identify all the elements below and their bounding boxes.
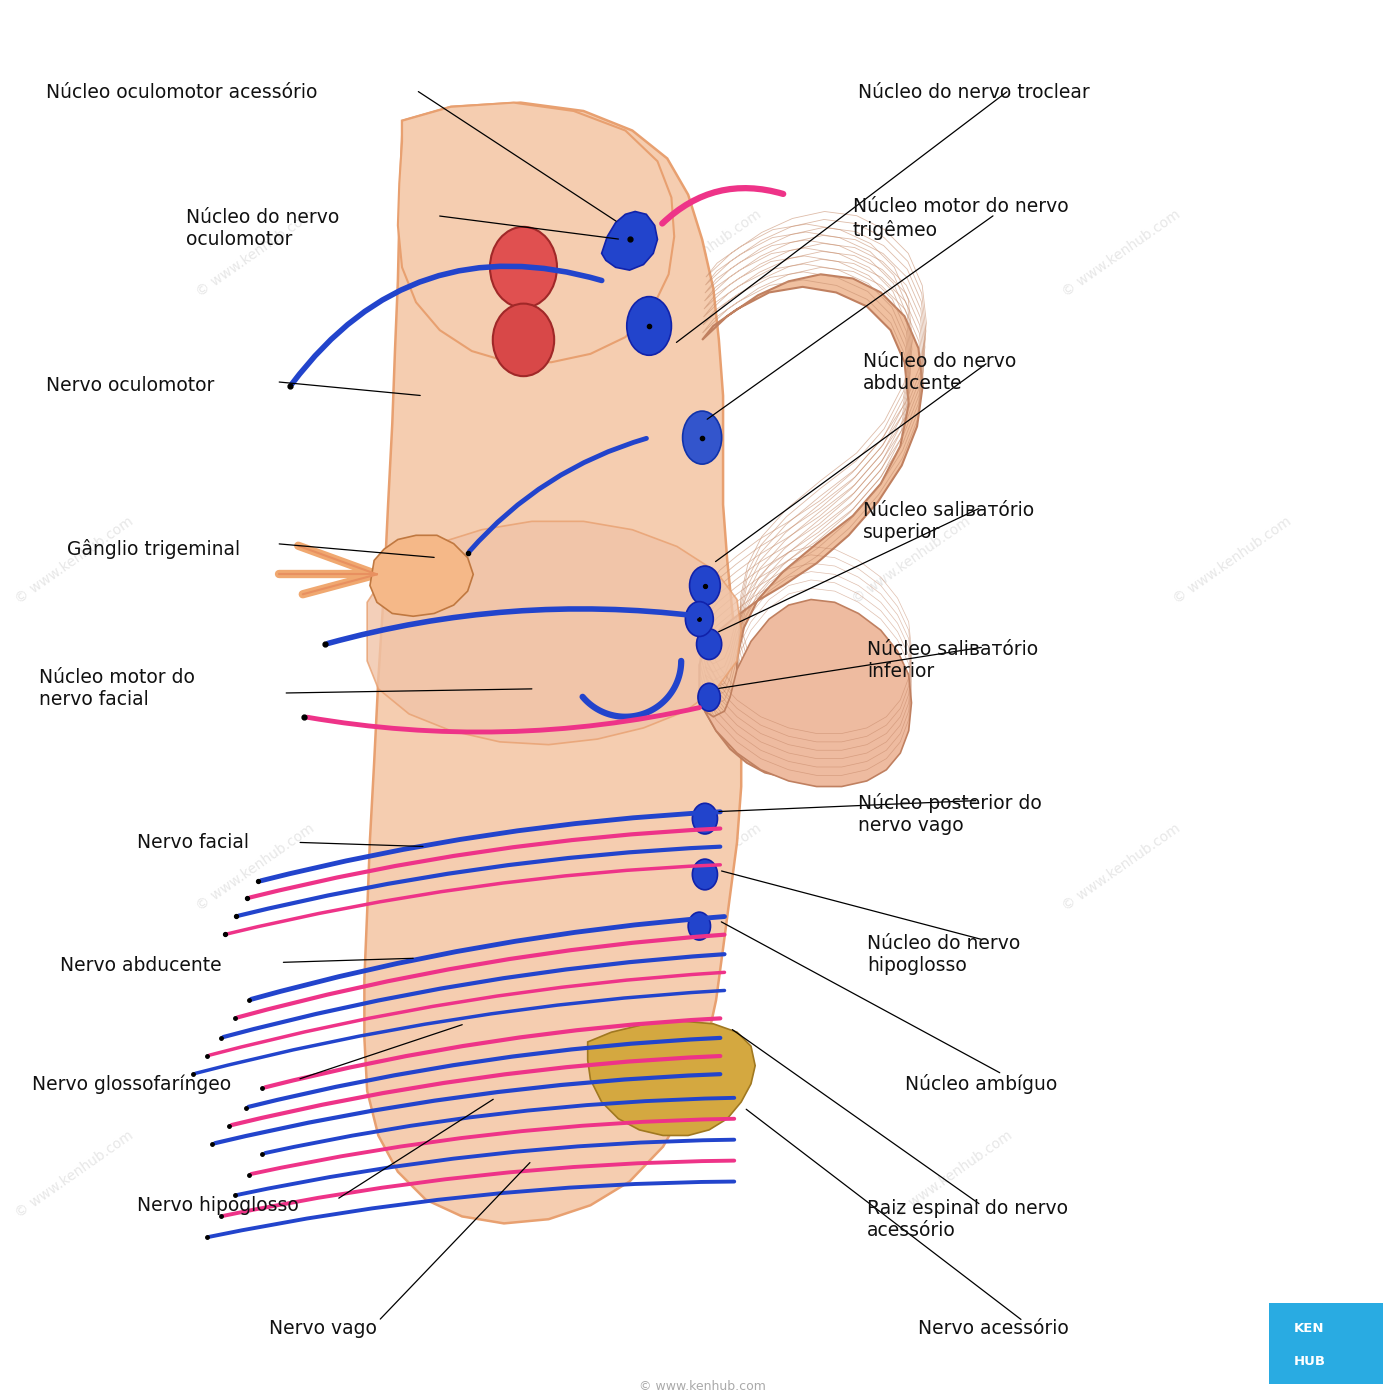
Text: © www.kenhub.com: © www.kenhub.com xyxy=(640,207,764,300)
Text: Núcleo do nervo
abducente: Núcleo do nervo abducente xyxy=(862,351,1016,392)
Polygon shape xyxy=(398,102,675,363)
Polygon shape xyxy=(588,1021,755,1135)
Text: © www.kenhub.com: © www.kenhub.com xyxy=(850,514,973,606)
Polygon shape xyxy=(364,102,741,1224)
Ellipse shape xyxy=(683,412,721,465)
Text: Núcleo posterior do
nervo vago: Núcleo posterior do nervo vago xyxy=(858,794,1042,836)
Text: Nervo vago: Nervo vago xyxy=(269,1319,378,1337)
Ellipse shape xyxy=(627,297,672,356)
Text: © www.kenhub.com: © www.kenhub.com xyxy=(638,1380,766,1393)
Text: Núcleo saliватório
superior: Núcleo saliватório superior xyxy=(862,501,1033,542)
Text: © www.kenhub.com: © www.kenhub.com xyxy=(193,822,318,914)
Ellipse shape xyxy=(493,304,554,377)
Text: Núcleo oculomotor acessório: Núcleo oculomotor acessório xyxy=(46,84,318,102)
Ellipse shape xyxy=(697,629,721,659)
Text: Raiz espinal do nervo
acessório: Raiz espinal do nervo acessório xyxy=(867,1198,1068,1240)
Text: © www.kenhub.com: © www.kenhub.com xyxy=(1060,822,1183,914)
Text: Núcleo ambíguo: Núcleo ambíguo xyxy=(904,1074,1057,1093)
Text: © www.kenhub.com: © www.kenhub.com xyxy=(13,514,136,606)
Text: © www.kenhub.com: © www.kenhub.com xyxy=(640,822,764,914)
Ellipse shape xyxy=(490,227,557,308)
Ellipse shape xyxy=(693,804,717,834)
Polygon shape xyxy=(602,211,658,270)
Text: Gânglio trigeminal: Gânglio trigeminal xyxy=(67,539,241,559)
Polygon shape xyxy=(706,599,911,787)
Text: Núcleo motor do
nervo facial: Núcleo motor do nervo facial xyxy=(39,668,195,710)
Ellipse shape xyxy=(699,683,720,711)
Text: Nervo abducente: Nervo abducente xyxy=(60,956,221,974)
Text: HUB: HUB xyxy=(1294,1355,1326,1368)
Ellipse shape xyxy=(689,913,711,939)
Ellipse shape xyxy=(686,602,713,637)
Text: Núcleo saliватório
inferior: Núcleo saliватório inferior xyxy=(867,640,1037,682)
Text: © www.kenhub.com: © www.kenhub.com xyxy=(193,207,318,300)
Text: Nervo hipoglosso: Nervo hipoglosso xyxy=(137,1196,298,1215)
Text: Nervo glossofaríngeo: Nervo glossofaríngeo xyxy=(32,1074,231,1093)
Text: Núcleo do nervo
hipoglosso: Núcleo do nervo hipoglosso xyxy=(867,934,1021,974)
Text: Núcleo motor do nervo
trigêmeo: Núcleo motor do nervo trigêmeo xyxy=(853,197,1068,239)
Ellipse shape xyxy=(693,860,717,890)
Polygon shape xyxy=(367,521,741,745)
Polygon shape xyxy=(370,535,473,616)
Text: © www.kenhub.com: © www.kenhub.com xyxy=(431,514,554,606)
Text: © www.kenhub.com: © www.kenhub.com xyxy=(892,1128,1015,1221)
Polygon shape xyxy=(700,274,923,777)
Text: Nervo oculomotor: Nervo oculomotor xyxy=(46,377,214,395)
Text: KEN: KEN xyxy=(1294,1323,1324,1336)
FancyBboxPatch shape xyxy=(1268,1303,1383,1385)
Text: Núcleo do nervo troclear: Núcleo do nervo troclear xyxy=(858,84,1091,102)
Text: © www.kenhub.com: © www.kenhub.com xyxy=(473,1128,596,1221)
Ellipse shape xyxy=(690,566,720,605)
Text: © www.kenhub.com: © www.kenhub.com xyxy=(13,1128,136,1221)
Text: Núcleo do nervo
oculomotor: Núcleo do nervo oculomotor xyxy=(186,207,339,249)
Text: Nervo facial: Nervo facial xyxy=(137,833,249,851)
Text: © www.kenhub.com: © www.kenhub.com xyxy=(1170,514,1294,606)
Text: © www.kenhub.com: © www.kenhub.com xyxy=(1060,207,1183,300)
Text: Nervo acessório: Nervo acessório xyxy=(918,1319,1070,1337)
